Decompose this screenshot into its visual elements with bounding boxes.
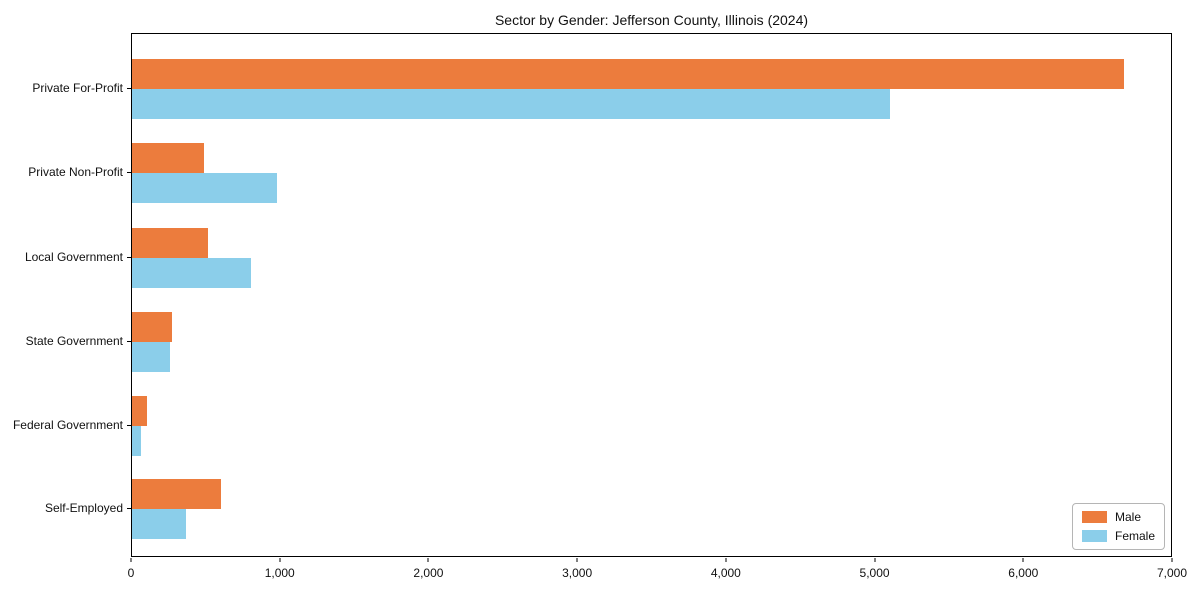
bar-female-local-government [132, 258, 252, 288]
x-tick-label-6000: 6,000 [1008, 566, 1039, 580]
bar-group-private-for-profit [132, 59, 1171, 119]
y-label-local-government: Local Government [24, 250, 123, 264]
y-tick [127, 172, 131, 173]
bar-female-private-non-profit [132, 173, 277, 203]
y-axis-labels: Private For-Profit Private Non-Profit Lo… [0, 0, 123, 600]
x-tick-label-7000: 7,000 [1156, 566, 1188, 580]
bar-male-private-non-profit [132, 143, 204, 173]
x-tick-label-1000: 1,000 [264, 566, 295, 580]
plot-area: Male Female [131, 33, 1172, 557]
x-tick-label-3000: 3,000 [562, 566, 593, 580]
legend-entry-male: Male [1081, 510, 1155, 524]
y-label-federal-government: Federal Government [12, 418, 123, 432]
y-label-state-government: State Government [25, 334, 123, 348]
x-tick-label-0: 0 [127, 566, 135, 580]
x-tick [576, 558, 578, 562]
x-tick [279, 558, 281, 562]
x-tick [874, 558, 876, 562]
y-tick [127, 88, 131, 89]
y-tick [127, 508, 131, 509]
legend-label-female: Female [1114, 529, 1155, 543]
bar-female-private-for-profit [132, 89, 890, 119]
bar-male-federal-government [132, 396, 147, 426]
y-label-self-employed: Self-Employed [44, 501, 123, 515]
bar-female-self-employed [132, 509, 187, 539]
bar-group-private-non-profit [132, 143, 1171, 203]
bar-male-self-employed [132, 479, 222, 509]
y-tick [127, 257, 131, 258]
bar-male-local-government [132, 228, 208, 258]
legend-label-male: Male [1114, 510, 1141, 524]
legend-swatch-male [1081, 511, 1107, 523]
bar-group-local-government [132, 228, 1171, 288]
bar-female-federal-government [132, 426, 141, 456]
y-tick [127, 341, 131, 342]
bar-male-state-government [132, 312, 173, 342]
chart-title: Sector by Gender: Jefferson County, Illi… [494, 12, 809, 28]
legend-swatch-female [1081, 530, 1107, 542]
y-label-private-non-profit: Private Non-Profit [28, 165, 123, 179]
bar-male-private-for-profit [132, 59, 1125, 89]
x-tick [1171, 558, 1173, 562]
bar-group-self-employed [132, 479, 1171, 539]
x-tick [1022, 558, 1024, 562]
x-tick-label-4000: 4,000 [710, 566, 741, 580]
legend-entry-female: Female [1081, 529, 1155, 543]
x-axis: 0 1,000 2,000 3,000 4,000 5,000 6,000 7,… [127, 558, 1187, 588]
bar-group-federal-government [132, 396, 1171, 456]
x-tick-label-5000: 5,000 [859, 566, 890, 580]
x-tick [725, 558, 727, 562]
y-label-private-for-profit: Private For-Profit [32, 81, 123, 95]
bar-female-state-government [132, 342, 170, 372]
y-tick [127, 425, 131, 426]
x-tick-label-2000: 2,000 [413, 566, 444, 580]
legend: Male Female [1071, 503, 1165, 550]
x-tick [427, 558, 429, 562]
bar-group-state-government [132, 312, 1171, 372]
x-tick [130, 558, 132, 562]
